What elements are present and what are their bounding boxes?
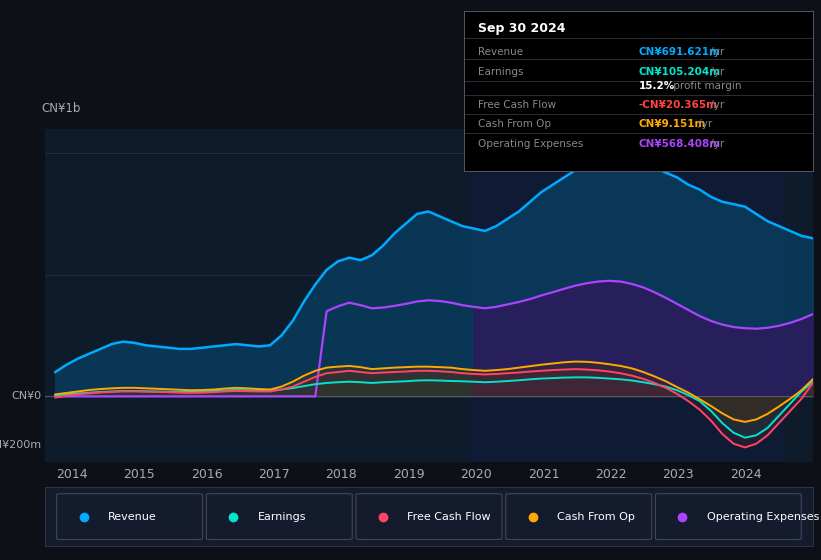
- Text: Earnings: Earnings: [258, 512, 306, 521]
- Text: Free Cash Flow: Free Cash Flow: [407, 512, 491, 521]
- Text: Sep 30 2024: Sep 30 2024: [478, 22, 566, 35]
- Text: CN¥568.408m: CN¥568.408m: [639, 139, 721, 150]
- Text: CN¥0: CN¥0: [11, 391, 41, 402]
- Text: CN¥9.151m: CN¥9.151m: [639, 119, 706, 129]
- Text: Revenue: Revenue: [108, 512, 157, 521]
- Text: /yr: /yr: [708, 100, 725, 110]
- Text: /yr: /yr: [695, 119, 712, 129]
- Text: CN¥1b: CN¥1b: [41, 102, 80, 115]
- Text: Operating Expenses: Operating Expenses: [707, 512, 819, 521]
- Text: 15.2%: 15.2%: [639, 81, 675, 91]
- Text: profit margin: profit margin: [670, 81, 741, 91]
- Text: /yr: /yr: [708, 47, 725, 57]
- Text: Cash From Op: Cash From Op: [478, 119, 551, 129]
- Text: -CN¥20.365m: -CN¥20.365m: [639, 100, 718, 110]
- Text: -CN¥200m: -CN¥200m: [0, 440, 41, 450]
- Text: Operating Expenses: Operating Expenses: [478, 139, 583, 150]
- Bar: [470, 129, 782, 462]
- Text: Earnings: Earnings: [478, 67, 523, 77]
- Text: /yr: /yr: [708, 139, 725, 150]
- Text: CN¥691.621m: CN¥691.621m: [639, 47, 720, 57]
- Text: Revenue: Revenue: [478, 47, 523, 57]
- Text: /yr: /yr: [708, 67, 725, 77]
- Text: Cash From Op: Cash From Op: [557, 512, 635, 521]
- Text: Free Cash Flow: Free Cash Flow: [478, 100, 556, 110]
- Text: CN¥105.204m: CN¥105.204m: [639, 67, 721, 77]
